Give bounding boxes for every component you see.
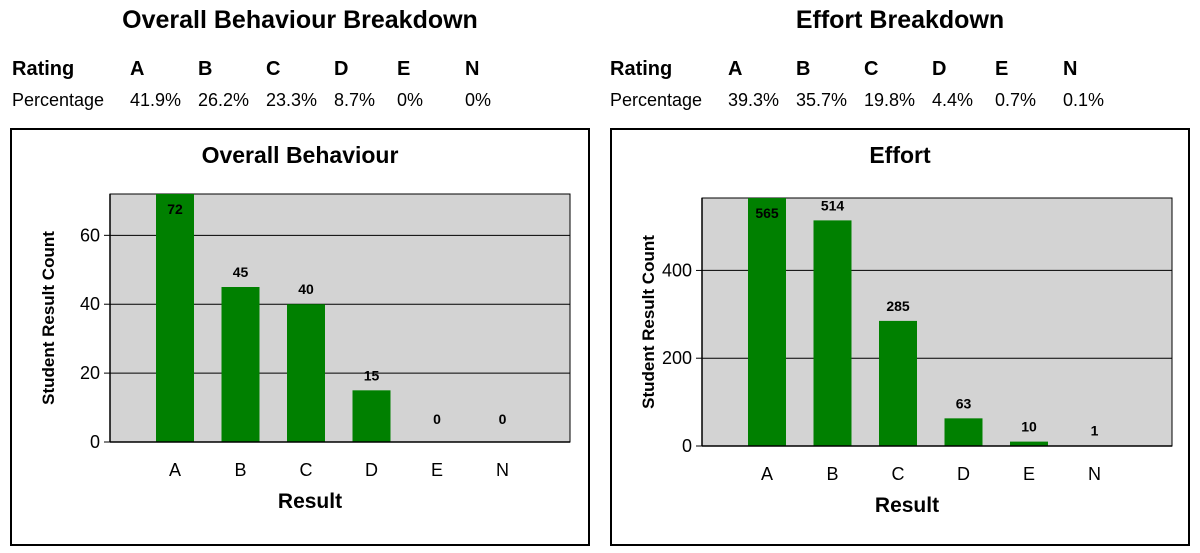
data-label: 0 (433, 411, 441, 427)
x-tick-label: B (234, 460, 246, 480)
data-label: 514 (821, 197, 845, 213)
effort-breakdown-heading: Effort Breakdown (795, 6, 1005, 34)
x-tick-label: A (761, 464, 773, 484)
chart-title: Effort (869, 142, 931, 168)
rating-cell: E (995, 57, 1009, 80)
y-axis-label: Student Result Count (39, 231, 58, 405)
rating-cell: A (728, 57, 743, 80)
percentage-cell: 39.3% (728, 89, 780, 110)
x-tick-label: A (169, 460, 181, 480)
data-label: 10 (1021, 419, 1037, 435)
x-axis-label: Result (875, 494, 939, 517)
x-tick-label: D (957, 464, 970, 484)
rating-cell: B (796, 57, 811, 80)
behaviour-breakdown-heading: Overall Behaviour Breakdown (122, 6, 478, 34)
data-label: 72 (167, 201, 183, 217)
percentage-cell: 0% (465, 89, 492, 110)
rating-row-label: Rating (12, 57, 75, 80)
effort-bar-chart: Effort 0 200 400 565 A 514 B 285 C 63 D 10 E 1 N Result S… (639, 142, 1173, 517)
rating-row-label: Rating (610, 57, 673, 80)
bar-c (879, 320, 917, 446)
percentage-cell: 0% (397, 89, 424, 110)
rating-cell: D (334, 57, 349, 80)
percentage-row: Percentage 41.9% 26.2% 23.3% 8.7% 0% 0% (8, 83, 505, 117)
percentage-cell: 26.2% (198, 89, 250, 110)
rating-cell: E (397, 57, 411, 80)
x-tick-label: C (300, 460, 313, 480)
bar-b (813, 220, 852, 446)
percentage-row-label: Percentage (610, 89, 703, 110)
rating-cell: N (465, 57, 480, 80)
rating-cell: A (130, 57, 145, 80)
bar-b (221, 287, 260, 442)
y-tick-label: 40 (80, 294, 100, 314)
behaviour-chart-frame: Overall Behaviour 0 20 40 60 72 A 45 B 40 C 15 D 0 E 0 N… (10, 128, 590, 546)
data-label: 285 (886, 298, 910, 314)
percentage-row: Percentage 39.3% 35.7% 19.8% 4.4% 0.7% 0… (606, 83, 1104, 117)
rating-cell: C (864, 57, 879, 80)
x-axis-label: Result (278, 490, 342, 513)
bar-e (1010, 441, 1048, 446)
behaviour-bar-chart: Overall Behaviour 0 20 40 60 72 A 45 B 40 C 15 D 0 E 0 N… (39, 142, 571, 513)
x-tick-label: N (1088, 464, 1101, 484)
behaviour-panel: Overall Behaviour Breakdown Rating A B C… (8, 6, 590, 546)
rating-row: Rating A B C D E N (8, 55, 505, 83)
bar-c (287, 304, 325, 442)
rating-cell: N (1063, 57, 1078, 80)
percentage-cell: 23.3% (266, 89, 318, 110)
y-tick-label: 20 (80, 363, 100, 383)
percentage-cell: 0.7% (995, 89, 1037, 110)
percentage-cell: 19.8% (864, 89, 916, 110)
x-tick-label: C (892, 464, 905, 484)
data-label: 40 (298, 281, 314, 297)
y-tick-label: 200 (662, 348, 692, 368)
bar-d (352, 390, 391, 442)
y-axis-label: Student Result Count (639, 235, 658, 409)
rating-cell: D (932, 57, 947, 80)
y-tick-label: 0 (682, 436, 692, 456)
y-tick-label: 400 (662, 260, 692, 280)
bar-a (156, 194, 194, 442)
data-label: 15 (364, 367, 380, 383)
rating-cell: B (198, 57, 213, 80)
bar-a (748, 198, 786, 446)
percentage-cell: 35.7% (796, 89, 848, 110)
percentage-cell: 4.4% (932, 89, 974, 110)
x-tick-label: E (431, 460, 443, 480)
data-label: 0 (499, 411, 507, 427)
percentage-row-label: Percentage (12, 89, 105, 110)
x-tick-label: N (496, 460, 509, 480)
x-tick-label: D (365, 460, 378, 480)
data-label: 63 (956, 395, 972, 411)
percentage-cell: 8.7% (334, 89, 376, 110)
x-tick-label: E (1023, 464, 1035, 484)
behaviour-breakdown-table: Rating A B C D E N Percentage 41.9% 26.2… (8, 55, 505, 117)
data-label: 1 (1091, 423, 1099, 439)
rating-row: Rating A B C D E N (606, 55, 1104, 83)
bar-d (944, 418, 983, 446)
effort-panel: Effort Breakdown Rating A B C D E N Perc… (600, 0, 1200, 553)
y-tick-label: 0 (90, 432, 100, 452)
data-label: 45 (233, 264, 249, 280)
rating-cell: C (266, 57, 281, 80)
y-tick-label: 60 (80, 225, 100, 245)
percentage-cell: 41.9% (130, 89, 182, 110)
percentage-cell: 0.1% (1063, 89, 1105, 110)
effort-chart-frame: Effort 0 200 400 565 A 514 B 285 C 63 D 10 E 1 N Result S… (610, 128, 1190, 546)
x-tick-label: B (826, 464, 838, 484)
chart-title: Overall Behaviour (202, 142, 399, 168)
effort-breakdown-table: Rating A B C D E N Percentage 39.3% 35.7… (606, 55, 1104, 117)
data-label: 565 (755, 205, 779, 221)
